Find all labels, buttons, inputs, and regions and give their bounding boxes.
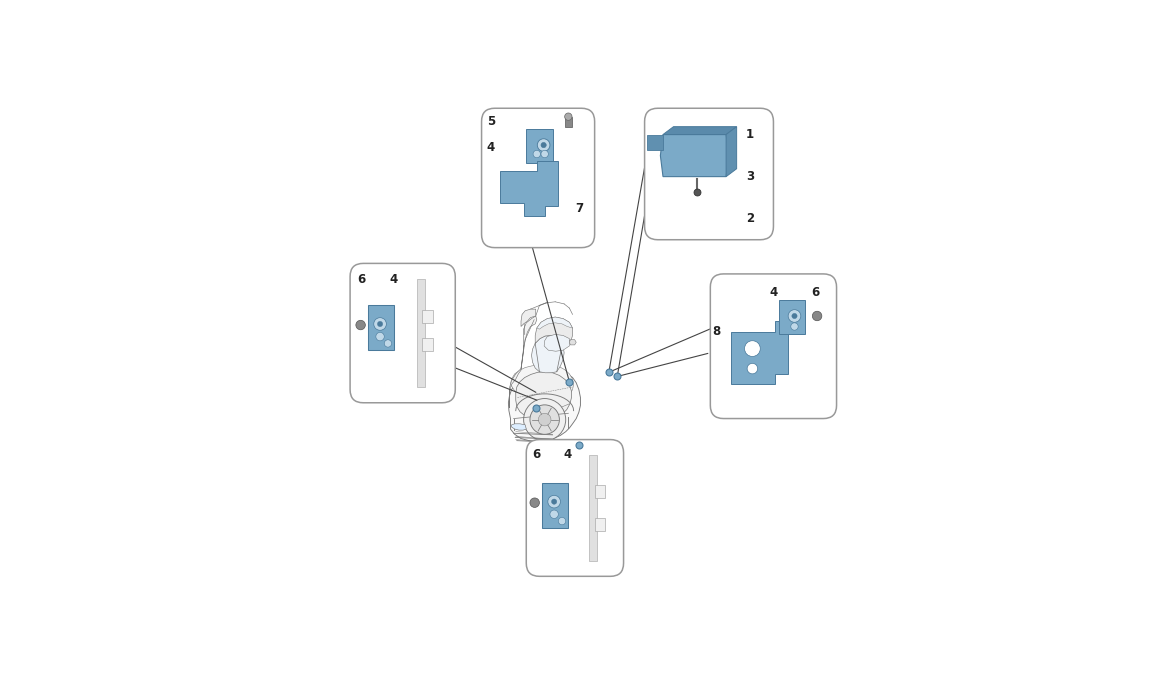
Polygon shape xyxy=(542,483,568,528)
Polygon shape xyxy=(508,369,581,442)
Polygon shape xyxy=(535,317,573,344)
FancyBboxPatch shape xyxy=(350,264,455,403)
Polygon shape xyxy=(647,135,664,150)
Text: 2: 2 xyxy=(745,212,754,225)
Text: 6: 6 xyxy=(532,448,540,461)
Circle shape xyxy=(540,143,546,148)
Polygon shape xyxy=(779,301,805,335)
Polygon shape xyxy=(537,317,573,329)
Circle shape xyxy=(788,309,800,322)
Polygon shape xyxy=(595,518,605,531)
Polygon shape xyxy=(512,423,527,430)
FancyBboxPatch shape xyxy=(711,274,836,419)
Circle shape xyxy=(748,363,758,374)
Polygon shape xyxy=(726,126,737,177)
Text: 4: 4 xyxy=(486,141,496,154)
Polygon shape xyxy=(417,279,424,387)
Text: 4: 4 xyxy=(564,448,572,461)
Circle shape xyxy=(744,341,760,357)
Circle shape xyxy=(355,320,366,330)
Polygon shape xyxy=(515,372,572,421)
Circle shape xyxy=(384,339,392,347)
Text: 7: 7 xyxy=(575,201,583,214)
Circle shape xyxy=(537,139,550,152)
Polygon shape xyxy=(590,456,597,561)
Circle shape xyxy=(530,405,559,434)
Circle shape xyxy=(552,499,557,504)
FancyBboxPatch shape xyxy=(527,440,623,576)
Circle shape xyxy=(791,323,798,330)
Text: 8: 8 xyxy=(713,325,721,338)
Polygon shape xyxy=(509,316,537,408)
Circle shape xyxy=(530,498,539,507)
Circle shape xyxy=(523,399,566,441)
Polygon shape xyxy=(565,117,572,127)
Polygon shape xyxy=(521,309,536,326)
Polygon shape xyxy=(368,305,394,350)
Text: 5: 5 xyxy=(486,115,496,128)
Circle shape xyxy=(565,113,572,120)
FancyBboxPatch shape xyxy=(645,108,774,240)
Text: 4: 4 xyxy=(389,273,398,285)
FancyBboxPatch shape xyxy=(482,108,595,248)
Polygon shape xyxy=(527,129,552,163)
Circle shape xyxy=(540,150,549,158)
Polygon shape xyxy=(422,310,432,322)
Circle shape xyxy=(792,313,797,318)
Text: 3: 3 xyxy=(745,170,754,183)
Polygon shape xyxy=(660,135,729,177)
Circle shape xyxy=(376,333,384,341)
Polygon shape xyxy=(595,485,605,498)
Text: 6: 6 xyxy=(358,273,366,285)
Text: 4: 4 xyxy=(769,285,777,299)
Text: 1: 1 xyxy=(745,128,754,141)
Circle shape xyxy=(377,322,383,326)
Polygon shape xyxy=(511,364,574,406)
Circle shape xyxy=(534,150,540,158)
Circle shape xyxy=(559,518,566,525)
Circle shape xyxy=(812,311,822,321)
Circle shape xyxy=(374,318,386,331)
Polygon shape xyxy=(544,335,569,351)
Polygon shape xyxy=(664,126,737,135)
Polygon shape xyxy=(569,339,576,345)
Circle shape xyxy=(547,495,560,508)
Polygon shape xyxy=(531,335,565,373)
Polygon shape xyxy=(500,161,558,216)
Polygon shape xyxy=(731,321,788,385)
Circle shape xyxy=(550,510,559,518)
Text: 6: 6 xyxy=(812,285,820,299)
Circle shape xyxy=(538,413,551,426)
Polygon shape xyxy=(422,338,432,350)
